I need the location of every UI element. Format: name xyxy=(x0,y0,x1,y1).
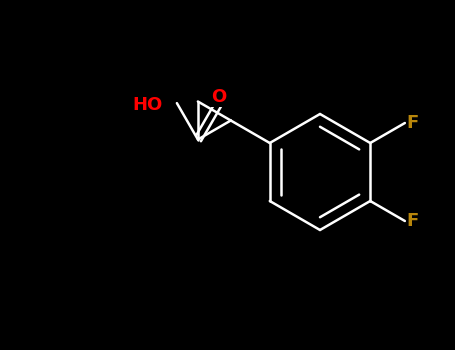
Text: F: F xyxy=(407,212,419,230)
Text: HO: HO xyxy=(133,96,163,114)
Text: O: O xyxy=(211,88,227,106)
Text: F: F xyxy=(407,114,419,132)
